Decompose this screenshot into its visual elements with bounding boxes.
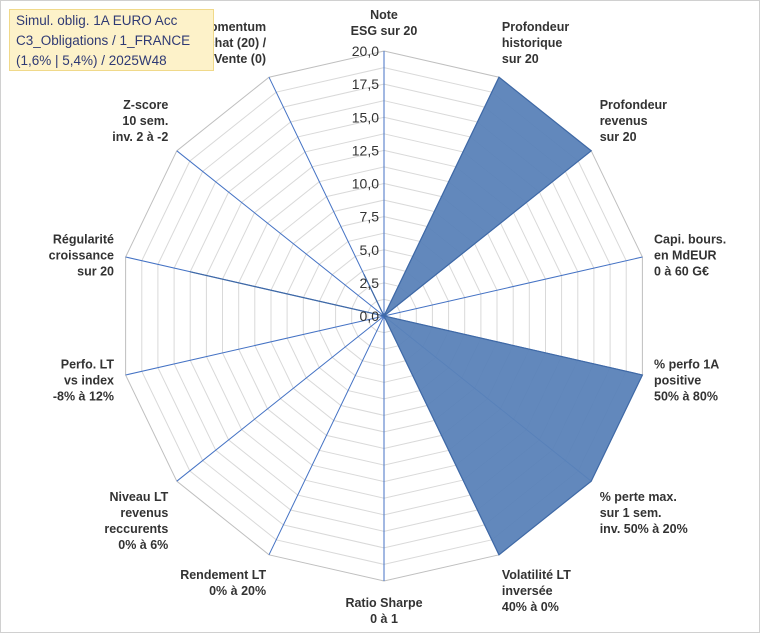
axis-label-line: 40% à 0% [502, 600, 559, 614]
axis-label-line: revenus [120, 506, 168, 520]
tick-label: 20,0 [352, 43, 379, 59]
series [190, 76, 644, 556]
axis-label-line: -8% à 12% [53, 390, 114, 404]
axis-label: Z-score 10 sem. inv. 2 à -2 [112, 98, 168, 144]
axis-label-line: sur 1 sem. [600, 506, 662, 520]
axis-label-line: sur 20 [600, 130, 637, 144]
axis-label-line: ESG sur 20 [351, 24, 418, 38]
spoke-line [383, 256, 643, 317]
axis-label-line: revenus [600, 114, 648, 128]
axis-label-line: sur 20 [502, 52, 539, 66]
axis-label-line: Régularité [53, 233, 114, 247]
tick-label: 15,0 [352, 109, 379, 125]
chart-title-box: Simul. oblig. 1A EURO Acc C3_Obligations… [9, 9, 214, 71]
axis-label: Volatilité LT inversée 40% à 0% [502, 568, 571, 614]
axis-label-line: Vente (0) [214, 52, 266, 66]
axis-label-line: 10 sem. [122, 114, 168, 128]
axis-label-line: 50% à 80% [654, 390, 718, 404]
tick-label: 5,0 [360, 242, 380, 258]
axis-label-line: Note [370, 8, 398, 22]
spoke-line [176, 315, 385, 482]
axis-label-line: Volatilité LT [502, 568, 571, 582]
axis-label-line: inversée [502, 584, 553, 598]
axis-label-line: % perte max. [600, 490, 677, 504]
axis-label: % perfo 1A positive 50% à 80% [654, 358, 719, 404]
axis-label-line: Momentum [199, 20, 266, 34]
axis-label-line: vs index [64, 374, 114, 388]
axis-label: Rendement LT 0% à 20% [180, 568, 266, 598]
axis-label-line: sur 20 [77, 265, 114, 279]
spoke-line [125, 315, 385, 376]
tick-label: 17,5 [352, 76, 379, 92]
axis-label-line: inv. 2 à -2 [112, 130, 168, 144]
axis-label: Perfo. LT vs index -8% à 12% [53, 358, 115, 404]
title-line-1: Simul. oblig. 1A EURO Acc [16, 13, 178, 28]
tick-label: 10,0 [352, 176, 379, 192]
axis-label-line: 0% à 20% [209, 584, 266, 598]
axis-label: Niveau LT revenus reccurents 0% à 6% [104, 490, 168, 552]
spoke-line [268, 315, 385, 556]
axis-label-line: 0% à 6% [118, 538, 168, 552]
axis-labels: Note ESG sur 20 Profondeur historique sur 20… [49, 8, 727, 626]
axis-label: Profondeur historique sur 20 [502, 20, 569, 66]
axis-label-line: Niveau LT [109, 490, 168, 504]
axis-label-line: Ratio Sharpe [345, 596, 422, 610]
axis-label-line: positive [654, 374, 701, 388]
axis-label-line: reccurents [104, 522, 168, 536]
axis-label-line: 0 à 1 [370, 612, 398, 626]
axis-label: Ratio Sharpe 0 à 1 [345, 596, 422, 626]
axis-label: Momentum Achat (20) / Vente (0) [199, 20, 267, 66]
tick-labels: 0,0 2,5 5,0 7,5 10,0 12,5 15,0 17,5 20,0 [352, 43, 379, 324]
axis-label-line: croissance [49, 249, 114, 263]
axis-label: Capi. bours. en MdEUR 0 à 60 G€ [654, 233, 726, 279]
axis-label: Profondeur revenus sur 20 [600, 98, 667, 144]
series-area [190, 76, 644, 556]
tick-label: 7,5 [360, 209, 380, 225]
axis-label-line: en MdEUR [654, 249, 717, 263]
axis-label-line: Z-score [123, 98, 168, 112]
axis-label-line: inv. 50% à 20% [600, 522, 688, 536]
axis-label-line: % perfo 1A [654, 358, 719, 372]
tick-label: 0,0 [360, 308, 380, 324]
axis-label-line: Achat (20) / [199, 36, 267, 50]
tick-label: 2,5 [360, 275, 380, 291]
title-line-3: (1,6% | 5,4%) / 2025W48 [16, 53, 167, 68]
spoke-line [176, 150, 385, 317]
title-line-2: C3_Obligations / 1_FRANCE [16, 33, 191, 48]
axis-label-line: Profondeur [502, 20, 569, 34]
axis-label: Régularité croissance sur 20 [49, 233, 114, 279]
axis-label-line: Profondeur [600, 98, 667, 112]
axis-label: % perte max. sur 1 sem. inv. 50% à 20% [600, 490, 688, 536]
axis-label-line: 0 à 60 G€ [654, 265, 709, 279]
tick-label: 12,5 [352, 142, 379, 158]
axis-label: Note ESG sur 20 [351, 8, 418, 38]
axis-label-line: Rendement LT [180, 568, 266, 582]
axis-label-line: historique [502, 36, 562, 50]
axis-label-line: Capi. bours. [654, 233, 726, 247]
axis-label-line: Perfo. LT [61, 358, 115, 372]
